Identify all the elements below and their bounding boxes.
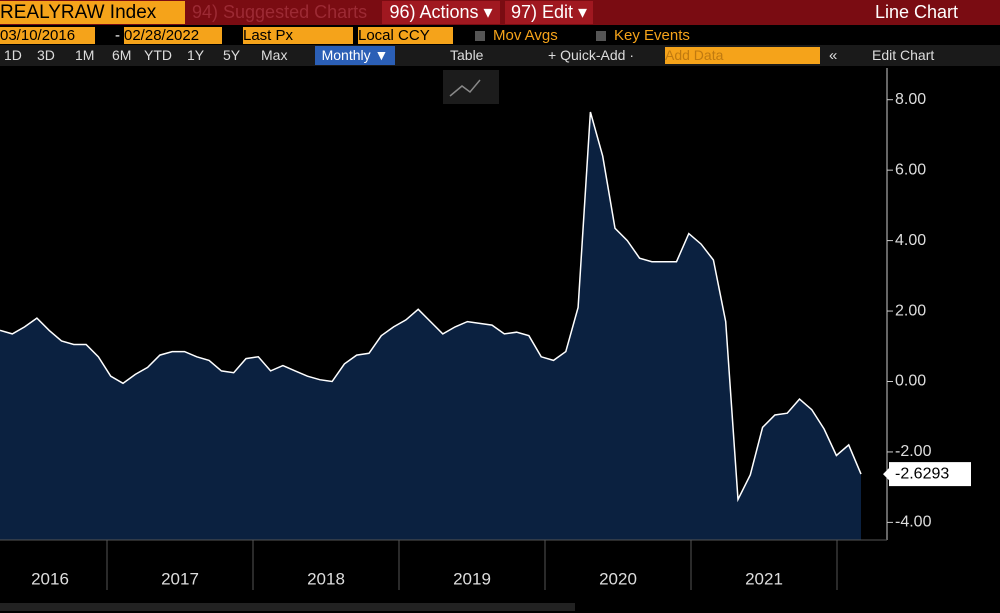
- x-tick-label: 2021: [745, 569, 783, 588]
- title-bar: REALYRAW Index 94) Suggested Charts 96) …: [0, 0, 1000, 25]
- mov-avgs[interactable]: Mov Avgs: [493, 27, 558, 44]
- checkbox[interactable]: [596, 31, 606, 41]
- view-name: Line Chart: [874, 2, 958, 22]
- range-button[interactable]: 3D: [37, 47, 55, 63]
- x-tick-label: 2016: [31, 569, 69, 588]
- y-tick-label: 4.00: [895, 232, 926, 249]
- last-value-label: -2.6293: [895, 465, 949, 482]
- y-tick-label: 2.00: [895, 302, 926, 319]
- range-bar: 1D 3D 1M 6M YTD 1Y 5Y Max Monthly ▼ Table + Qui…: [0, 45, 1000, 66]
- last-value-box: [889, 462, 971, 487]
- y-tick-label: 0.00: [895, 373, 926, 390]
- collapse-button[interactable]: «: [829, 47, 838, 64]
- range-button[interactable]: YTD: [144, 47, 172, 63]
- y-tick-label: 6.00: [895, 161, 926, 178]
- table-button[interactable]: Table: [450, 47, 484, 63]
- range-button[interactable]: 1M: [75, 47, 95, 63]
- last-value-pointer: [883, 468, 889, 481]
- start-date[interactable]: 03/10/2016: [0, 27, 95, 44]
- checkbox[interactable]: [475, 31, 485, 41]
- y-tick-label: -2.00: [895, 443, 932, 460]
- y-tick-label: -4.00: [895, 514, 932, 531]
- actions-menu[interactable]: 96) Actions ▾: [382, 1, 500, 24]
- end-date[interactable]: 02/28/2022: [124, 27, 222, 44]
- area: [0, 112, 861, 540]
- chart: 8.00 6.00 4.00 2.00 0.00 -2.00 -4.00 -2.6293 201…: [0, 68, 971, 611]
- period-select[interactable]: Monthly ▼: [315, 46, 395, 65]
- y-tick-label: 8.00: [895, 91, 926, 108]
- suggested-charts[interactable]: 94) Suggested Charts: [192, 2, 368, 22]
- date-dash: -: [115, 27, 120, 44]
- edit-menu[interactable]: 97) Edit ▾: [505, 1, 593, 24]
- edit-chart[interactable]: Edit Chart: [872, 47, 935, 63]
- range-button[interactable]: 5Y: [223, 47, 241, 63]
- line: [0, 111, 862, 503]
- ticker-field[interactable]: REALYRAW Index: [0, 1, 185, 24]
- quick-add[interactable]: + Quick-Add ·: [548, 47, 634, 63]
- currency-select[interactable]: Local CCY: [358, 27, 453, 44]
- add-data-input[interactable]: Add Data: [665, 47, 820, 64]
- chart-type-button[interactable]: [443, 70, 499, 104]
- x-tick-label: 2019: [453, 569, 491, 588]
- settings-bar: 03/10/2016 - 02/28/2022 Last Px Local CC…: [0, 25, 1000, 45]
- key-events[interactable]: Key Events: [614, 27, 690, 44]
- x-tick-label: 2018: [307, 569, 345, 588]
- range-button[interactable]: 1D: [4, 47, 22, 63]
- scroll-track: [0, 603, 575, 611]
- x-tick-label: 2020: [599, 569, 637, 588]
- range-button[interactable]: 6M: [112, 47, 132, 63]
- field-select[interactable]: Last Px: [243, 27, 353, 44]
- range-button[interactable]: 1Y: [187, 47, 205, 63]
- x-tick-label: 2017: [161, 569, 199, 588]
- range-button[interactable]: Max: [261, 47, 288, 63]
- chart-type-icon: [449, 79, 481, 97]
